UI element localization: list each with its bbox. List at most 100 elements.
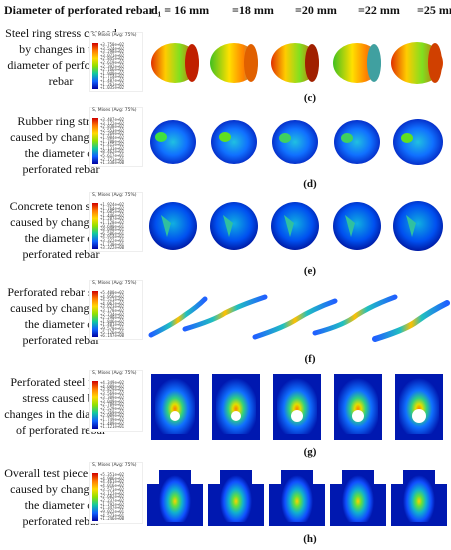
legend-tick-value: +2.290e+02	[100, 315, 125, 321]
legend-tick-value: +4.573e+01	[100, 512, 125, 518]
steel-plate-d16	[151, 374, 199, 440]
legend-tick-value: +3.298e+02	[100, 49, 125, 55]
legend-title: S, Mises (Avg: 75%)	[92, 108, 137, 113]
panel-label-h: (h)	[303, 533, 317, 545]
legend-tick-value: +4.349e+02	[100, 380, 125, 385]
legend-values: +4.349e+02 +4.089e+02 +3.829e+02 +3.569e+02…	[100, 381, 124, 429]
legend-tick-value: +1.714e+02	[100, 74, 125, 80]
color-scale-bar	[92, 43, 98, 89]
concrete-tenon-d22	[333, 202, 381, 250]
legend-tick-value: +2.553e+02	[100, 127, 125, 133]
legend-tick-value: +2.269e+02	[100, 409, 125, 415]
color-scale-bar	[92, 381, 98, 429]
steel-plate-d18	[212, 374, 260, 440]
legend-tick-value: +1.984e+02	[100, 134, 125, 140]
concrete-tenon-d18	[210, 202, 258, 250]
row-label-steel-ring: Steel ring stress caused by changes in t…	[5, 26, 117, 88]
steel-plate-d20	[273, 374, 321, 440]
legend-tick-value: +2.009e+02	[100, 413, 125, 419]
test-piece-d16	[147, 470, 203, 526]
row-label-rubber-ring: Rubber ring stress caused by changes in …	[10, 114, 112, 176]
legend-tick-value: +3.829e+02	[100, 387, 125, 393]
steel-ring-d20	[271, 43, 319, 83]
legend-perforated-rebar: S, Mises (Avg: 75%) +5.400e+02 +4.956e+02…	[89, 280, 143, 340]
legend-tick-value: +1.035e+02	[100, 85, 125, 91]
steel-ring-d16	[151, 43, 199, 83]
legend-tick-value: +5.617e+01	[100, 152, 125, 158]
panel-label-d: (d)	[303, 178, 317, 190]
overall-test-piece-contours	[147, 470, 447, 526]
legend-tick-value: +4.067e+02	[100, 300, 125, 306]
legend-tick-value: +2.237e+02	[100, 497, 125, 503]
legend-tick-value: +1.489e+02	[100, 420, 125, 426]
legend-title: S, Mises (Avg: 75%)	[92, 463, 137, 468]
concrete-tenon-d16	[149, 202, 197, 250]
rubber-ring-d16	[150, 120, 196, 164]
legend-tick-value: +1.924e+02	[100, 202, 125, 207]
legend-tick-value: +3.309e+02	[100, 394, 125, 400]
legend-tick-value: +3.178e+02	[100, 307, 125, 313]
legend-tick-value: +3.322e+00	[100, 245, 125, 251]
concrete-tenon-d20	[271, 202, 319, 250]
legend-tick-value: +4.461e+02	[100, 479, 125, 485]
figure-header-title: Diameter of perforated rebar	[4, 3, 154, 17]
color-scale-bar	[92, 118, 98, 164]
test-piece-d25	[391, 470, 447, 526]
concrete-tenon-d25	[393, 201, 443, 251]
legend-tick-value: +3.524e+02	[100, 45, 125, 51]
legend-tick-value: +4.956e+02	[100, 293, 125, 299]
rubber-ring-d25	[393, 119, 443, 165]
legend-tick-value: +5.126e+01	[100, 329, 125, 335]
legend-values: +1.924e+02 +1.764e+02 +1.605e+02 +1.446e+02…	[100, 203, 124, 250]
legend-overall-test-piece: S, Mises (Avg: 75%) +5.351e+02 +4.906e+02…	[89, 462, 143, 524]
legend-tick-value: +3.127e+02	[100, 490, 125, 496]
legend-tick-value: +1.446e+02	[100, 212, 125, 218]
test-piece-d20	[269, 470, 325, 526]
rebar-d18	[182, 294, 268, 332]
legend-tick-value: +3.322e+01	[100, 237, 125, 243]
legend-tick-value: +1.940e+02	[100, 70, 125, 76]
rubber-ring-d20	[272, 120, 318, 164]
column-header-20: =20 mm	[295, 3, 337, 17]
legend-tick-value: +9.022e+01	[100, 509, 125, 515]
column-header-22: =22 mm	[358, 3, 400, 17]
column-header-25: =25 mm	[417, 3, 451, 17]
steel-ring-d18	[210, 43, 258, 83]
row-label-overall-test-piece: Overall test piece stress caused by chan…	[4, 466, 118, 528]
row-label-concrete-tenon: Concrete tenon stress caused by changes …	[9, 199, 113, 261]
legend-tick-value: +1.246e+00	[100, 516, 125, 522]
panel-label-f: (f)	[304, 353, 316, 365]
steel-plate-d25	[395, 374, 443, 440]
legend-tick-value: +2.845e+02	[100, 56, 125, 62]
legend-title: S, Mises (Avg: 75%)	[92, 33, 137, 38]
legend-tick-value: +8.462e+01	[100, 149, 125, 155]
legend-steel-ring: S, Mises (Avg: 75%) +3.750e+02 +3.524e+02…	[89, 32, 143, 92]
rubber-ring-contours	[150, 119, 443, 165]
legend-tick-value: +3.407e+02	[100, 117, 125, 122]
color-scale-bar	[92, 203, 98, 249]
legend-tick-value: +1.287e+02	[100, 216, 125, 222]
legend-tick-value: +8.098e+01	[100, 227, 125, 233]
concrete-tenon-contours	[149, 201, 443, 251]
legend-tick-value: +1.401e+02	[100, 322, 125, 328]
rebar-d25	[372, 300, 450, 342]
legend-tick-value: +2.838e+02	[100, 124, 125, 130]
steel-ring-contours	[151, 42, 443, 84]
legend-title: S, Mises (Avg: 75%)	[92, 193, 137, 198]
legend-tick-value: +1.730e+01	[100, 241, 125, 247]
test-piece-d18	[208, 470, 264, 526]
panel-label-e: (e)	[303, 265, 317, 277]
legend-tick-value: +1.605e+02	[100, 209, 125, 215]
legend-tick-value: +3.071e+02	[100, 52, 125, 58]
legend-tick-value: +6.506e+01	[100, 230, 125, 236]
legend-tick-value: +2.269e+02	[100, 131, 125, 137]
column-header-16: d₁ = 16 mm	[151, 3, 210, 17]
legend-tick-value: +9.570e+01	[100, 325, 125, 331]
legend-tick-value: +1.415e+02	[100, 142, 125, 148]
legend-tick-value: +2.392e+02	[100, 63, 125, 69]
steel-ring-d25	[391, 42, 443, 84]
rebar-d20	[252, 298, 338, 340]
legend-tick-value: +4.906e+02	[100, 475, 125, 481]
legend-tick-value: +4.914e+01	[100, 234, 125, 240]
steel-ring-d22	[333, 43, 381, 83]
